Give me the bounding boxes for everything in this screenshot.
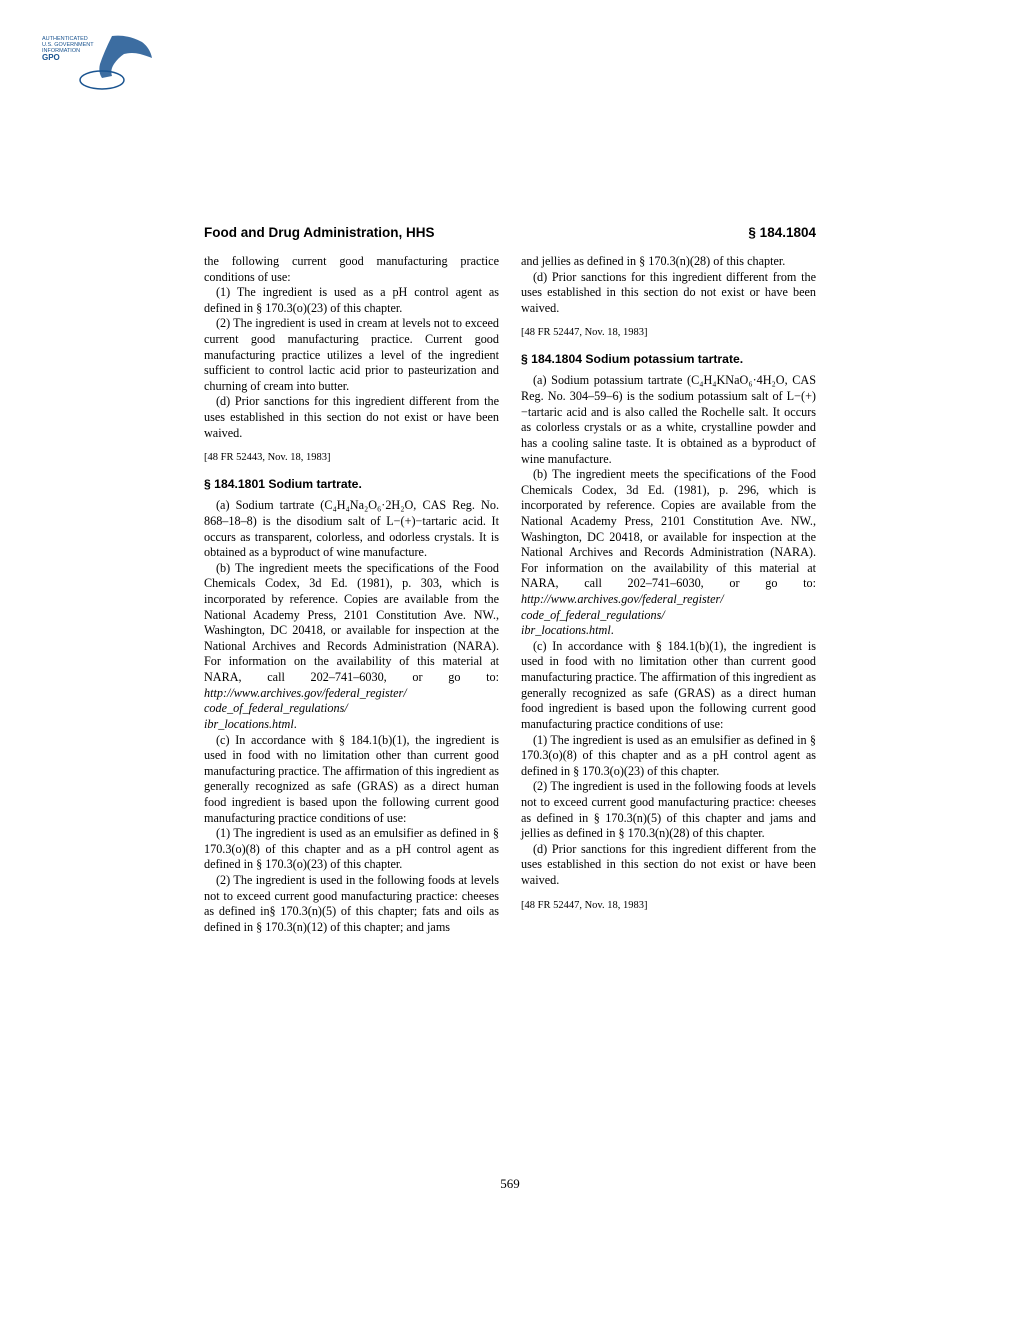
gpo-seal: AUTHENTICATED U.S. GOVERNMENT INFORMATIO… bbox=[42, 28, 162, 92]
fr-citation: [48 FR 52443, Nov. 18, 1983] bbox=[204, 451, 499, 464]
para: (2) The ingredient is used in the follow… bbox=[521, 779, 816, 841]
url-line: ibr_locations.html. bbox=[521, 623, 816, 639]
page-number: 569 bbox=[0, 1176, 1020, 1192]
url-line: code_of_federal_regulations/ bbox=[521, 608, 816, 624]
header-left: Food and Drug Administration, HHS bbox=[204, 225, 435, 240]
para: (b) The ingredient meets the specificati… bbox=[521, 467, 816, 607]
header-right: § 184.1804 bbox=[748, 225, 816, 240]
page-header: Food and Drug Administration, HHS § 184.… bbox=[204, 225, 816, 240]
para: the following current good manufacturing… bbox=[204, 254, 499, 285]
eagle-icon bbox=[42, 28, 162, 92]
para: and jellies as defined in § 170.3(n)(28)… bbox=[521, 254, 816, 270]
para: (2) The ingredient is used in cream at l… bbox=[204, 316, 499, 394]
url-line: ibr_locations.html. bbox=[204, 717, 499, 733]
para: (2) The ingredient is used in the follow… bbox=[204, 873, 499, 935]
section-head-1804: § 184.1804 Sodium potassium tartrate. bbox=[521, 352, 816, 368]
para: (c) In accordance with § 184.1(b)(1), th… bbox=[521, 639, 816, 733]
para: (a) Sodium tartrate (C₄H₄Na₂O₆·2H₂O, CAS… bbox=[204, 498, 499, 560]
para: (1) The ingredient is used as a pH contr… bbox=[204, 285, 499, 316]
fr-citation: [48 FR 52447, Nov. 18, 1983] bbox=[521, 899, 816, 912]
para: (a) Sodium potassium tartrate (C₄H₄KNaO₆… bbox=[521, 373, 816, 467]
body-columns: the following current good manufacturing… bbox=[204, 254, 816, 935]
para: (1) The ingredient is used as an emulsif… bbox=[521, 733, 816, 780]
page-content: Food and Drug Administration, HHS § 184.… bbox=[204, 225, 816, 935]
para: (1) The ingredient is used as an emulsif… bbox=[204, 826, 499, 873]
para: (d) Prior sanctions for this ingredient … bbox=[521, 270, 816, 317]
para: (d) Prior sanctions for this ingredient … bbox=[521, 842, 816, 889]
section-head-1801: § 184.1801 Sodium tartrate. bbox=[204, 477, 499, 493]
fr-citation: [48 FR 52447, Nov. 18, 1983] bbox=[521, 326, 816, 339]
para: (b) The ingredient meets the specificati… bbox=[204, 561, 499, 701]
url-line: code_of_federal_regulations/ bbox=[204, 701, 499, 717]
para: (c) In accordance with § 184.1(b)(1), th… bbox=[204, 733, 499, 827]
para: (d) Prior sanctions for this ingredient … bbox=[204, 394, 499, 441]
